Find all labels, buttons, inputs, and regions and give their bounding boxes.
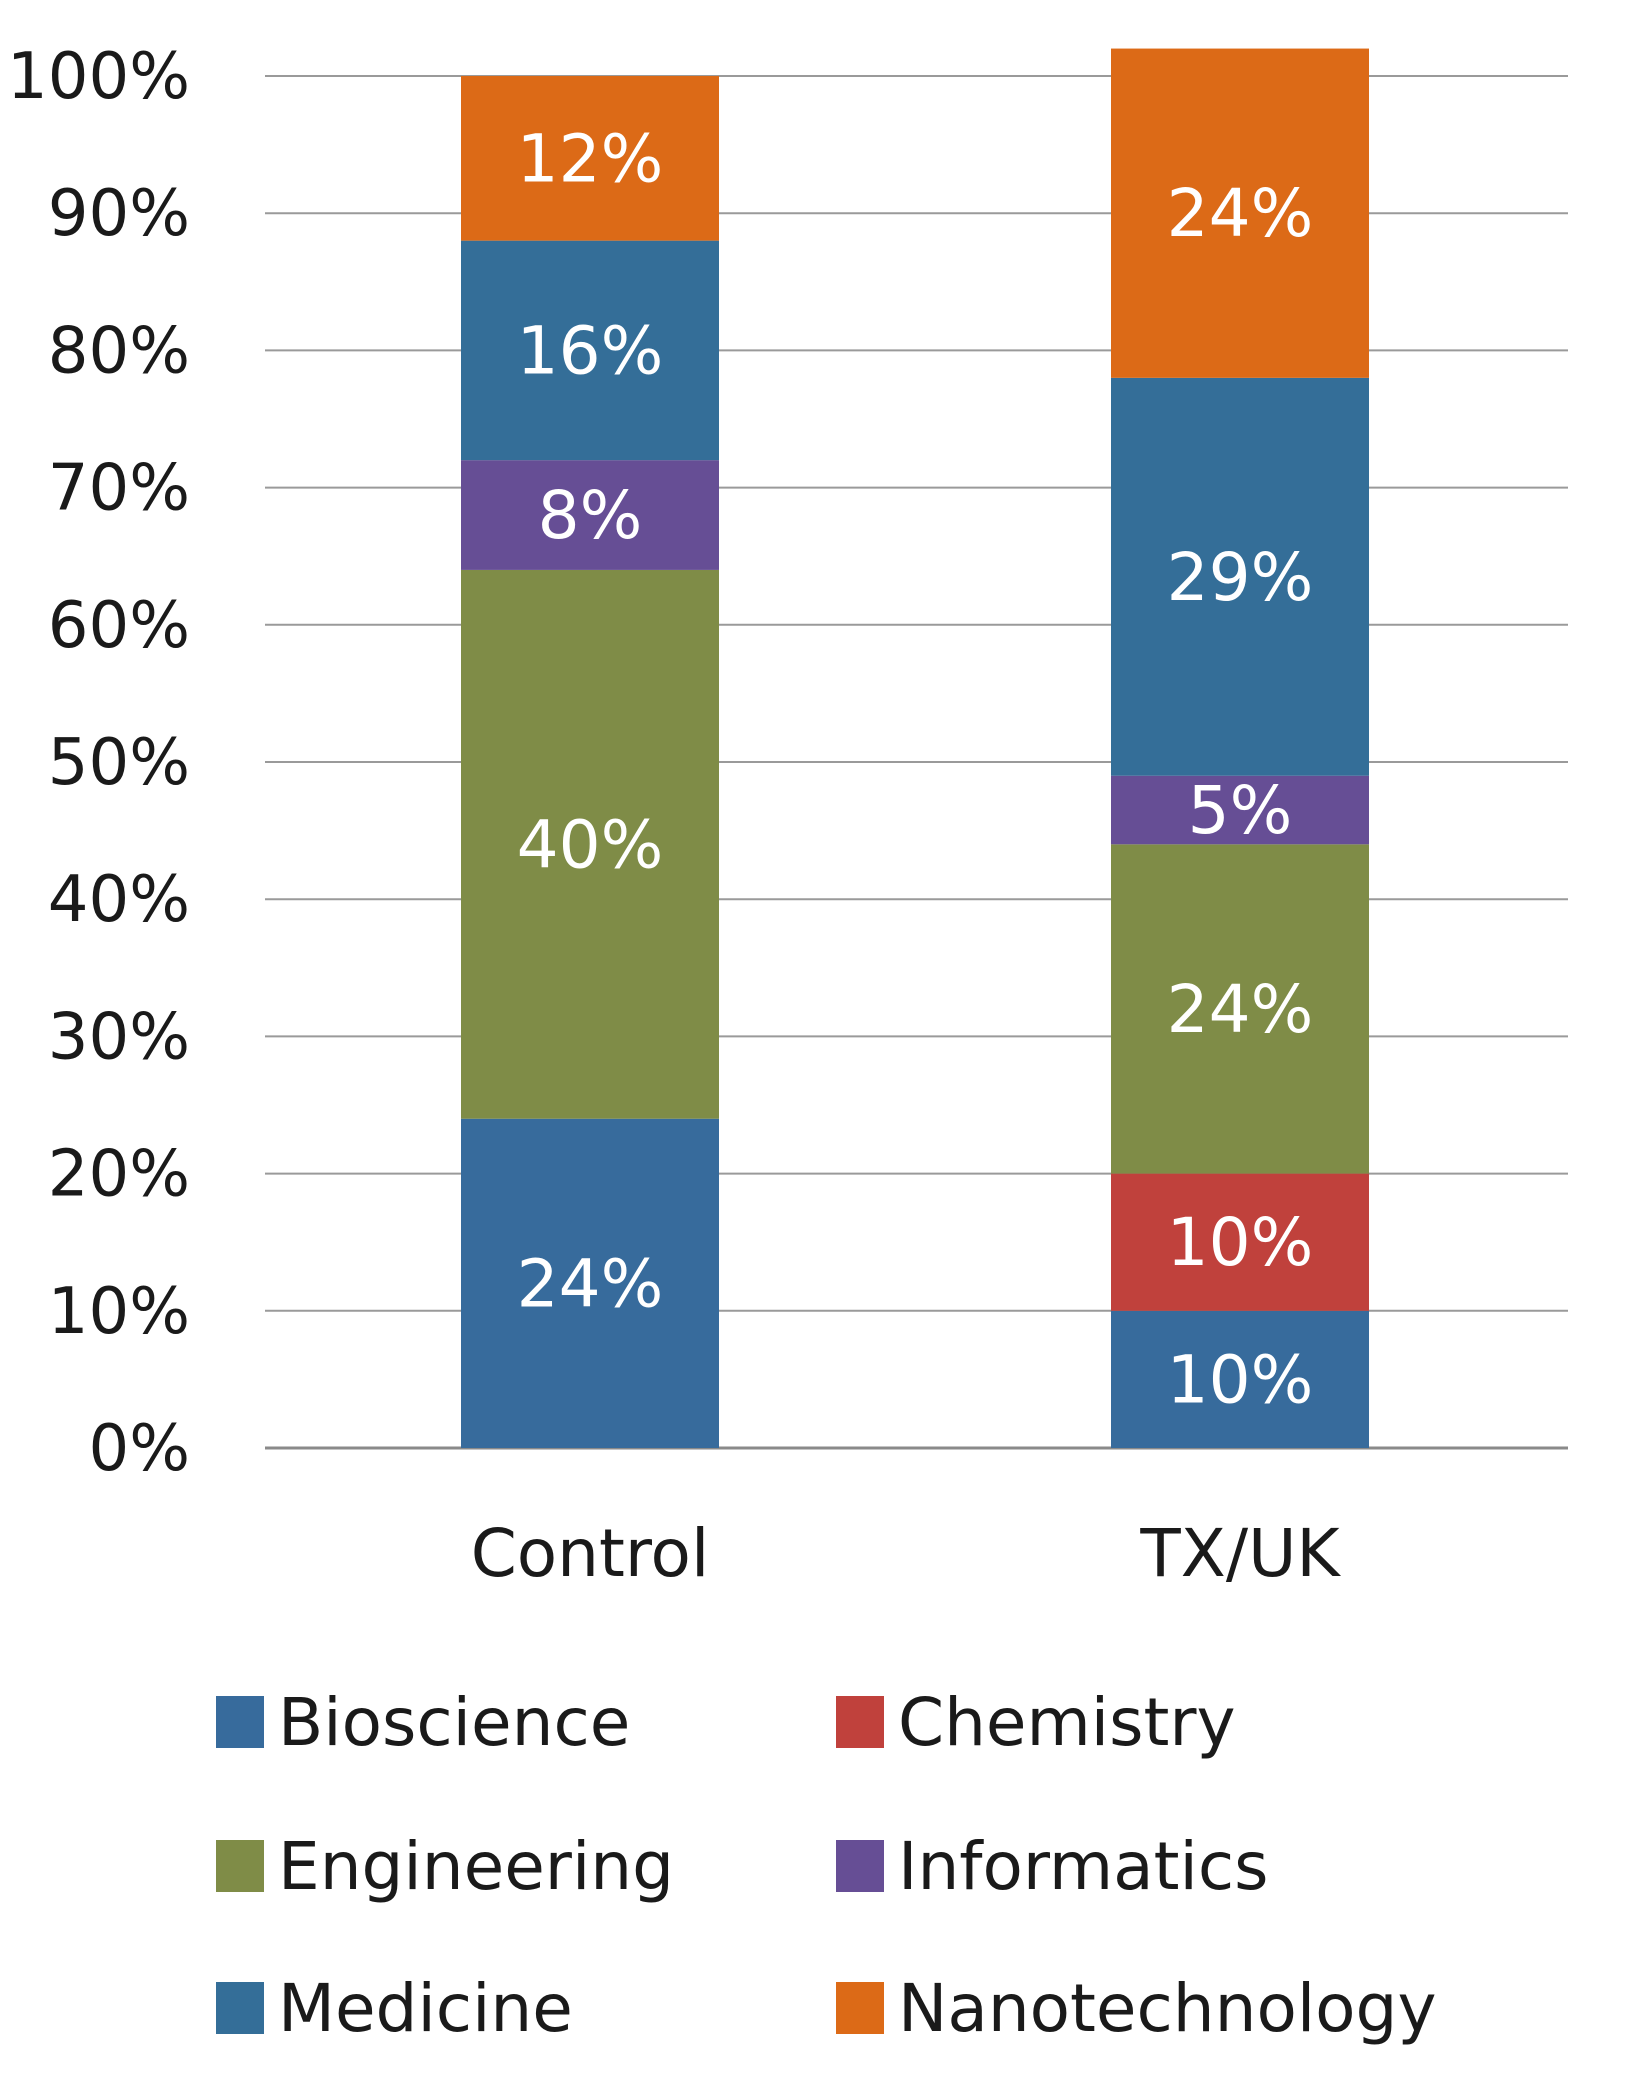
y-tick-label: 0% (88, 1412, 190, 1486)
y-tick-label: 40% (48, 863, 190, 937)
data-labels: 24% 40% 8% 16% 12% 10% 10% 24% 5% 29% 24% (517, 120, 1314, 1418)
bar-segment (461, 76, 719, 241)
y-tick-label: 90% (48, 177, 190, 251)
y-tick-label: 10% (48, 1275, 190, 1349)
legend-swatch (836, 1982, 884, 2034)
legend: Bioscience Chemistry Engineering Informatic… (216, 1684, 1437, 2047)
legend-label: Engineering (278, 1828, 674, 1905)
bar-segments (461, 48, 1369, 1448)
legend-swatch (216, 1840, 264, 1892)
x-category-label: Control (471, 1515, 710, 1592)
legend-label: Medicine (278, 1970, 573, 2047)
gridlines (265, 75, 1568, 1450)
data-label: 10% (1167, 1204, 1314, 1281)
bar-segment (1111, 1310, 1369, 1448)
y-tick-label: 20% (48, 1138, 190, 1212)
bar-segment (1111, 1173, 1369, 1311)
data-label: 5% (1188, 772, 1293, 849)
y-tick-label: 100% (7, 40, 190, 114)
bar-segment (461, 569, 719, 1119)
y-tick-label: 50% (48, 726, 190, 800)
legend-item: Engineering (216, 1828, 674, 1905)
data-label: 16% (517, 312, 664, 389)
data-label: 29% (1167, 539, 1314, 616)
legend-label: Chemistry (898, 1684, 1236, 1761)
legend-swatch (216, 1696, 264, 1748)
legend-swatch (216, 1982, 264, 2034)
data-label: 10% (1167, 1341, 1314, 1418)
legend-label: Nanotechnology (898, 1970, 1437, 2047)
data-label: 24% (1167, 175, 1314, 252)
data-label: 24% (517, 1245, 664, 1322)
legend-item: Chemistry (836, 1684, 1236, 1761)
bar-segment (1111, 377, 1369, 776)
data-label: 24% (1167, 971, 1314, 1048)
x-category-label: TX/UK (1139, 1515, 1341, 1592)
data-label: 40% (517, 806, 664, 883)
legend-label: Informatics (898, 1828, 1269, 1905)
y-tick-label: 80% (48, 314, 190, 388)
legend-item: Informatics (836, 1828, 1269, 1905)
x-axis-category-labels: Control TX/UK (471, 1515, 1342, 1592)
legend-swatch (836, 1696, 884, 1748)
legend-swatch (836, 1840, 884, 1892)
bar-segment (461, 1118, 719, 1448)
bar-segment (461, 240, 719, 461)
y-tick-label: 60% (48, 589, 190, 663)
bar-segment (1111, 48, 1369, 378)
legend-item: Bioscience (216, 1684, 630, 1761)
y-tick-label: 70% (48, 452, 190, 526)
bar-segment (1111, 844, 1369, 1174)
bar-segment (1111, 775, 1369, 845)
bar-segment (461, 460, 719, 570)
data-label: 12% (517, 120, 664, 197)
y-axis-tick-labels: 0% 10% 20% 30% 40% 50% 60% 70% 80% 90% 100% (7, 40, 190, 1486)
data-label: 8% (538, 477, 643, 554)
legend-label: Bioscience (278, 1684, 630, 1761)
legend-item: Medicine (216, 1970, 573, 2047)
y-tick-label: 30% (48, 1000, 190, 1074)
legend-item: Nanotechnology (836, 1970, 1437, 2047)
